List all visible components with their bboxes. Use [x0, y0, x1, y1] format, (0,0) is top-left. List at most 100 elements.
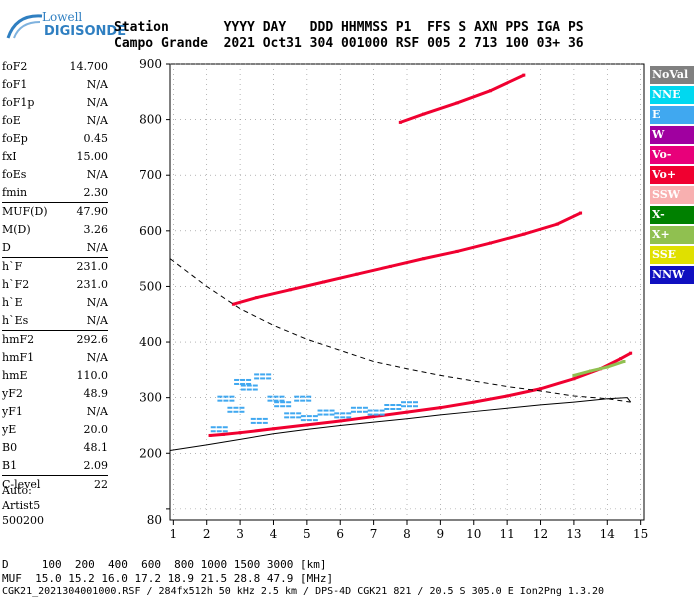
- param-row: fxI 15.00: [2, 148, 108, 166]
- parameter-table: foF2 14.700 foF1 N/A foF1p N/A foE N/A foEp 0.45 f…: [2, 58, 108, 494]
- x-tick-label: 2: [203, 527, 211, 541]
- echo-point: [488, 241, 492, 245]
- echo-point: [396, 404, 402, 406]
- echo-point: [280, 405, 286, 408]
- echo-point: [589, 369, 593, 373]
- echo-point: [329, 413, 335, 416]
- echo-point: [231, 302, 235, 306]
- echo-point: [284, 412, 290, 415]
- echo-point: [401, 405, 406, 408]
- x-tick-label: 9: [437, 527, 445, 541]
- param-name: D: [2, 241, 11, 254]
- param-row: yF1 N/A: [2, 403, 108, 421]
- echo-point: [238, 431, 242, 435]
- legend-item: Vo-: [650, 146, 694, 164]
- echo-point: [223, 395, 229, 398]
- legend-item: NNE: [650, 86, 694, 104]
- x-tick-label: 12: [533, 527, 548, 541]
- echo-point: [290, 412, 296, 415]
- echo-point: [240, 382, 246, 385]
- echo-point: [322, 280, 326, 284]
- echo-point: [279, 399, 285, 402]
- echo-point: [267, 399, 273, 402]
- echo-point: [312, 415, 318, 418]
- echo-point: [210, 430, 216, 433]
- echo-point: [373, 409, 379, 412]
- echo-point: [255, 296, 259, 300]
- param-value: N/A: [86, 351, 108, 364]
- lowell-digisonde-logo: Lowell DIGISONDE: [4, 6, 126, 46]
- echo-point: [329, 409, 335, 412]
- x-tick-label: 6: [336, 527, 344, 541]
- echo-point: [362, 406, 368, 409]
- param-name: C-level: [2, 478, 41, 491]
- x-tick-label: 8: [403, 527, 411, 541]
- y-tick-label: 80: [147, 513, 162, 527]
- param-value: 2.30: [83, 186, 109, 199]
- echo-point: [305, 423, 309, 427]
- param-name: B1: [2, 459, 18, 472]
- logo-arc-icon: [6, 14, 43, 39]
- param-value: N/A: [86, 114, 108, 127]
- echo-point: [286, 401, 292, 404]
- echo-trace: [399, 73, 525, 124]
- param-row: B1 2.09: [2, 457, 108, 475]
- echo-point: [572, 373, 576, 377]
- echo-trace: [233, 211, 582, 306]
- echo-point: [246, 378, 252, 381]
- param-row: foE N/A: [2, 112, 108, 130]
- echo-point: [216, 430, 222, 433]
- param-name: B0: [2, 441, 18, 454]
- echo-point: [246, 382, 252, 385]
- x-tick-label: 3: [236, 527, 244, 541]
- y-tick-label: 800: [139, 113, 162, 127]
- param-value: 22: [94, 478, 108, 491]
- x-tick-label: 7: [370, 527, 378, 541]
- legend-item: X-: [650, 206, 694, 224]
- x-tick-label: 1: [170, 527, 178, 541]
- echo-point: [279, 395, 285, 398]
- echo-point: [294, 395, 300, 398]
- echo-point: [240, 378, 246, 381]
- echo-point: [254, 373, 260, 376]
- echo-point: [300, 419, 306, 422]
- echo-point: [323, 409, 329, 412]
- echo-point: [422, 112, 426, 116]
- param-name: foF1p: [2, 96, 35, 109]
- param-value: 15.00: [76, 150, 109, 163]
- y-tick-label: 200: [139, 446, 162, 460]
- echo-point: [246, 388, 252, 391]
- echo-point: [455, 249, 459, 253]
- param-name: fmin: [2, 186, 28, 199]
- param-value: 110.0: [76, 369, 109, 382]
- param-row: foEp 0.45: [2, 130, 108, 148]
- legend-item: W: [650, 126, 694, 144]
- echo-point: [233, 410, 239, 413]
- param-separator: [2, 330, 108, 331]
- echo-point: [240, 384, 246, 387]
- echo-point: [266, 377, 272, 380]
- echo-point: [317, 409, 323, 412]
- param-row: foEs N/A: [2, 166, 108, 184]
- param-row: foF1p N/A: [2, 94, 108, 112]
- echo-point: [413, 401, 418, 404]
- echo-point: [271, 427, 275, 431]
- param-name: h`F2: [2, 278, 30, 291]
- param-name: foE: [2, 114, 21, 127]
- echo-point: [260, 373, 266, 376]
- param-value: N/A: [86, 96, 108, 109]
- param-name: M(D): [2, 223, 31, 236]
- legend-item: SSE: [650, 246, 694, 264]
- echo-point: [367, 409, 373, 412]
- y-tick-label: 900: [139, 58, 162, 71]
- param-row: foF1 N/A: [2, 76, 108, 94]
- echo-point: [455, 101, 459, 105]
- echo-point: [572, 377, 576, 381]
- echo-point: [350, 406, 356, 409]
- echo-point: [338, 419, 342, 423]
- echo-point: [222, 430, 228, 433]
- echo-point: [398, 120, 402, 124]
- echo-point: [229, 399, 235, 402]
- param-name: yF1: [2, 405, 23, 418]
- echo-point: [274, 401, 280, 404]
